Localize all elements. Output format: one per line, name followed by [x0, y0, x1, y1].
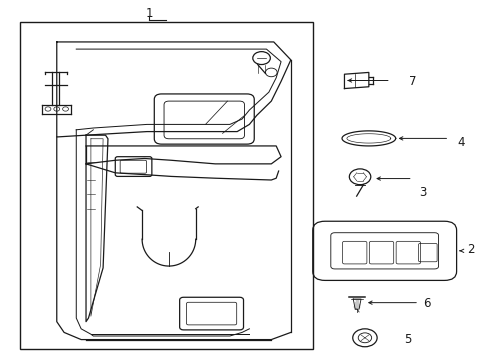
Text: 1: 1 — [145, 7, 153, 20]
Bar — [20, 22, 312, 348]
Text: 6: 6 — [423, 297, 430, 310]
Text: 2: 2 — [467, 243, 474, 256]
Text: 4: 4 — [457, 136, 464, 149]
Text: 7: 7 — [408, 75, 416, 88]
Text: 3: 3 — [418, 186, 426, 199]
Text: 5: 5 — [404, 333, 411, 346]
